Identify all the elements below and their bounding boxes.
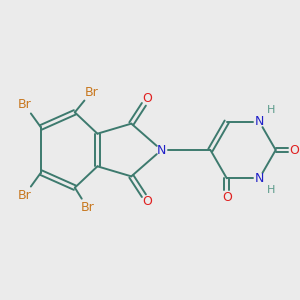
Text: O: O (290, 143, 299, 157)
Text: N: N (255, 115, 264, 128)
Text: Br: Br (18, 189, 32, 202)
Text: O: O (222, 190, 232, 204)
Text: Br: Br (80, 201, 94, 214)
Text: Br: Br (18, 98, 32, 111)
Text: Br: Br (84, 86, 98, 99)
Text: O: O (143, 92, 153, 105)
Text: N: N (157, 143, 166, 157)
Text: H: H (266, 184, 275, 195)
Text: N: N (255, 172, 264, 185)
Text: O: O (143, 195, 153, 208)
Text: H: H (266, 105, 275, 116)
